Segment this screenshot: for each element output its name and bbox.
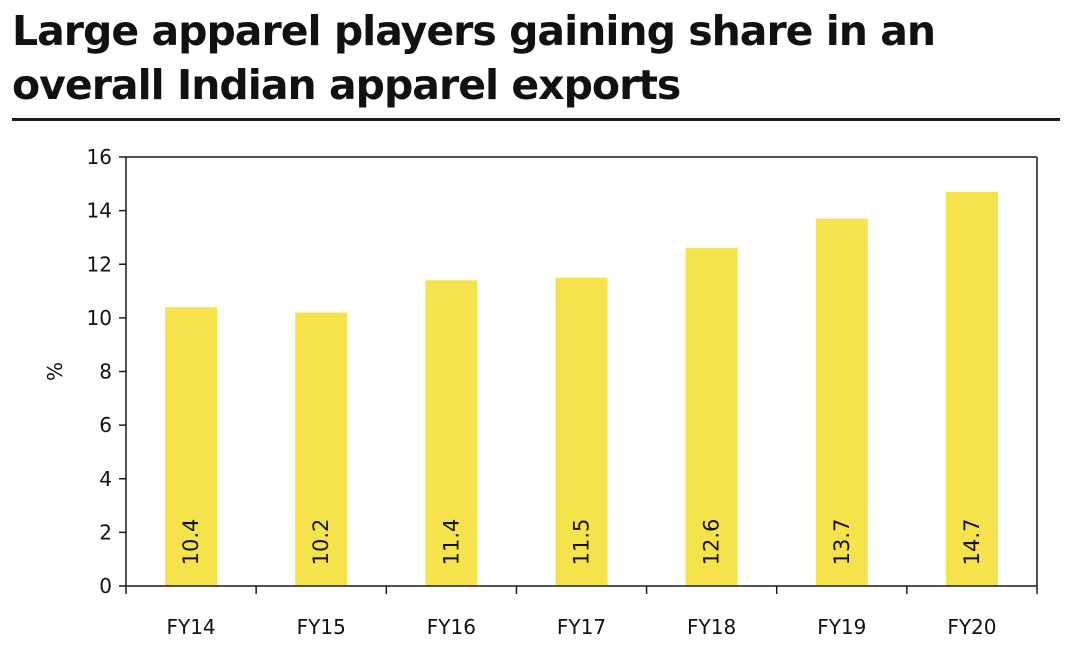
data-label: 12.6 [700, 519, 724, 566]
y-tick-label: 2 [99, 520, 112, 544]
bar [555, 277, 608, 586]
y-tick-label: 10 [87, 306, 112, 330]
y-tick-label: 14 [87, 199, 112, 223]
y-axis-label: % [43, 362, 67, 381]
bar [425, 280, 478, 586]
bar [945, 191, 998, 586]
y-tick-label: 12 [87, 252, 112, 276]
x-tick-label: FY20 [947, 615, 996, 639]
data-label: 10.4 [179, 519, 203, 566]
data-label: 10.2 [309, 519, 333, 566]
bars-group: 10.4 10.2 11.4 11.5 12.6 13.7 14.7 [165, 191, 998, 586]
plot-frame [126, 156, 1038, 586]
x-tick-label: FY15 [297, 615, 346, 639]
data-label: 11.5 [570, 519, 594, 566]
bar [685, 248, 738, 586]
x-tick-label: FY16 [427, 615, 476, 639]
bar [295, 312, 348, 586]
x-axis: FY14 FY15 FY16 FY17 FY18 FY19 FY20 [125, 585, 1038, 639]
y-tick-label: 4 [99, 467, 112, 491]
chart-title: Large apparel players gaining share in a… [12, 7, 936, 109]
x-tick-label: FY18 [687, 615, 736, 639]
data-label: 11.4 [439, 519, 463, 566]
y-axis: 0 2 4 6 8 10 12 14 16 [87, 145, 127, 598]
x-tick-label: FY19 [817, 615, 866, 639]
data-label: 14.7 [960, 519, 984, 566]
y-tick-label: 16 [87, 145, 112, 169]
x-tick-label: FY17 [557, 615, 606, 639]
bar [815, 218, 868, 586]
x-tick-label: FY14 [166, 615, 215, 639]
y-tick-label: 6 [99, 413, 112, 437]
bar [165, 307, 218, 586]
y-tick-label: 0 [99, 574, 112, 598]
title-divider [12, 118, 1060, 121]
data-label: 13.7 [830, 519, 854, 566]
y-tick-label: 8 [99, 360, 112, 384]
